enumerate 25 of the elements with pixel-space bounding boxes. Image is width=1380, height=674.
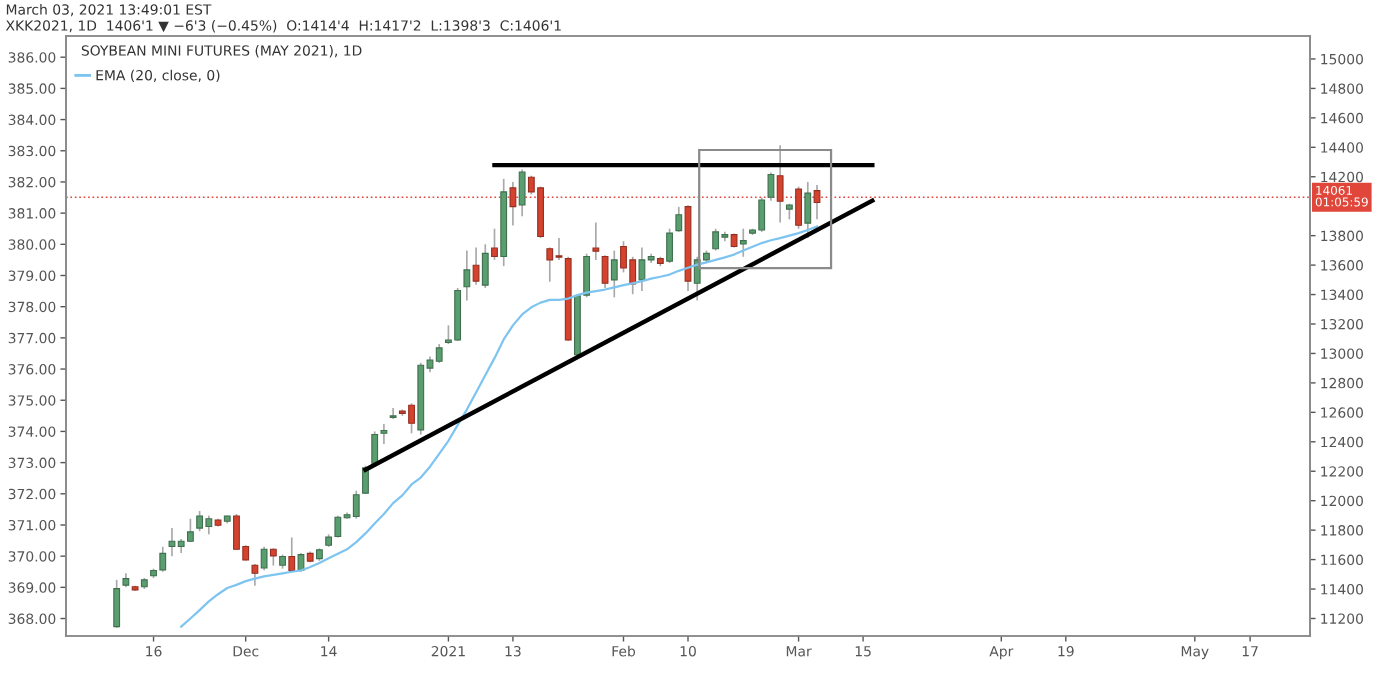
candlestick xyxy=(666,227,673,264)
candlestick xyxy=(546,246,554,283)
candlestick xyxy=(196,510,204,533)
candlestick xyxy=(297,552,305,573)
candlestick xyxy=(610,249,618,299)
candlestick xyxy=(260,545,268,572)
candlestick xyxy=(251,563,259,587)
candlestick xyxy=(380,423,388,445)
candlestick xyxy=(481,243,489,289)
candlestick xyxy=(113,579,121,629)
candlestick xyxy=(804,181,812,239)
line-series xyxy=(180,225,819,628)
candlestick xyxy=(601,254,609,289)
candlestick xyxy=(518,168,526,218)
candlestick xyxy=(491,227,498,261)
candlestick xyxy=(767,171,775,202)
candlestick xyxy=(712,227,720,252)
candlestick xyxy=(592,221,600,261)
candlestick xyxy=(463,249,471,302)
candlestick xyxy=(739,227,747,258)
candlestick xyxy=(371,430,379,466)
candlestick xyxy=(352,489,360,520)
candlestick xyxy=(288,536,296,573)
candlestick xyxy=(472,246,480,286)
candlestick xyxy=(675,206,683,233)
